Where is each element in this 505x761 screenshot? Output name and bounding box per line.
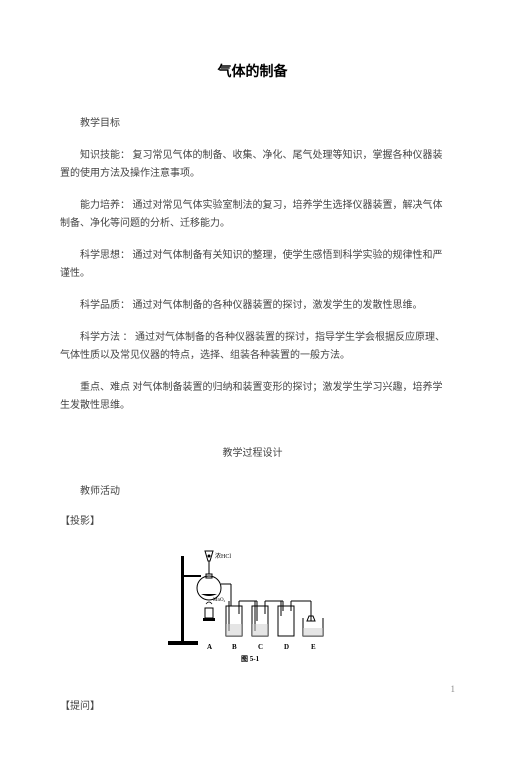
label-e: E: [311, 643, 316, 651]
para-emphasis: 重点、难点 对气体制备装置的归纳和装置变形的探讨；激发学生学习兴趣，培养学生发散…: [60, 379, 445, 415]
para-knowledge: 知识技能： 复习常见气体的制备、收集、净化、尾气处理等知识，掌握各种仪器装置的使…: [60, 147, 445, 183]
question-label: 【提问】: [60, 698, 445, 716]
mno2-label: MnO₂: [213, 598, 226, 603]
label-c: C: [258, 643, 263, 651]
para-quality: 科学品质： 通过对气体制备的各种仪器装置的探讨，激发学生的发散性思维。: [60, 297, 445, 315]
para-method: 科学方法 ： 通过对气体制备的各种仪器装置的探讨，指导学生学会根据反应原理、气体…: [60, 329, 445, 365]
para-thought: 科学思想： 通过对气体制备有关知识的整理，使学生感悟到科学实验的规律性和严谨性。: [60, 247, 445, 283]
page-number: 1: [451, 684, 456, 694]
hcl-label: 浓HCl: [215, 552, 231, 560]
label-a: A: [207, 643, 212, 651]
chemistry-diagram: 浓HCl MnO₂: [60, 546, 445, 673]
projection-label: 【投影】: [60, 513, 445, 531]
teacher-activity-label: 教师活动: [60, 483, 445, 501]
label-d: D: [284, 643, 289, 651]
para-ability: 能力培养： 通过对常见气体实验室制法的复习，培养学生选择仪器装置，解决气体制备、…: [60, 197, 445, 233]
figure-caption: 图 5-1: [241, 654, 260, 663]
section-heading-process: 教学过程设计: [60, 445, 445, 463]
section-heading-objectives: 教学目标: [60, 115, 445, 133]
label-b: B: [232, 643, 237, 651]
page-title: 气体的制备: [60, 60, 445, 85]
